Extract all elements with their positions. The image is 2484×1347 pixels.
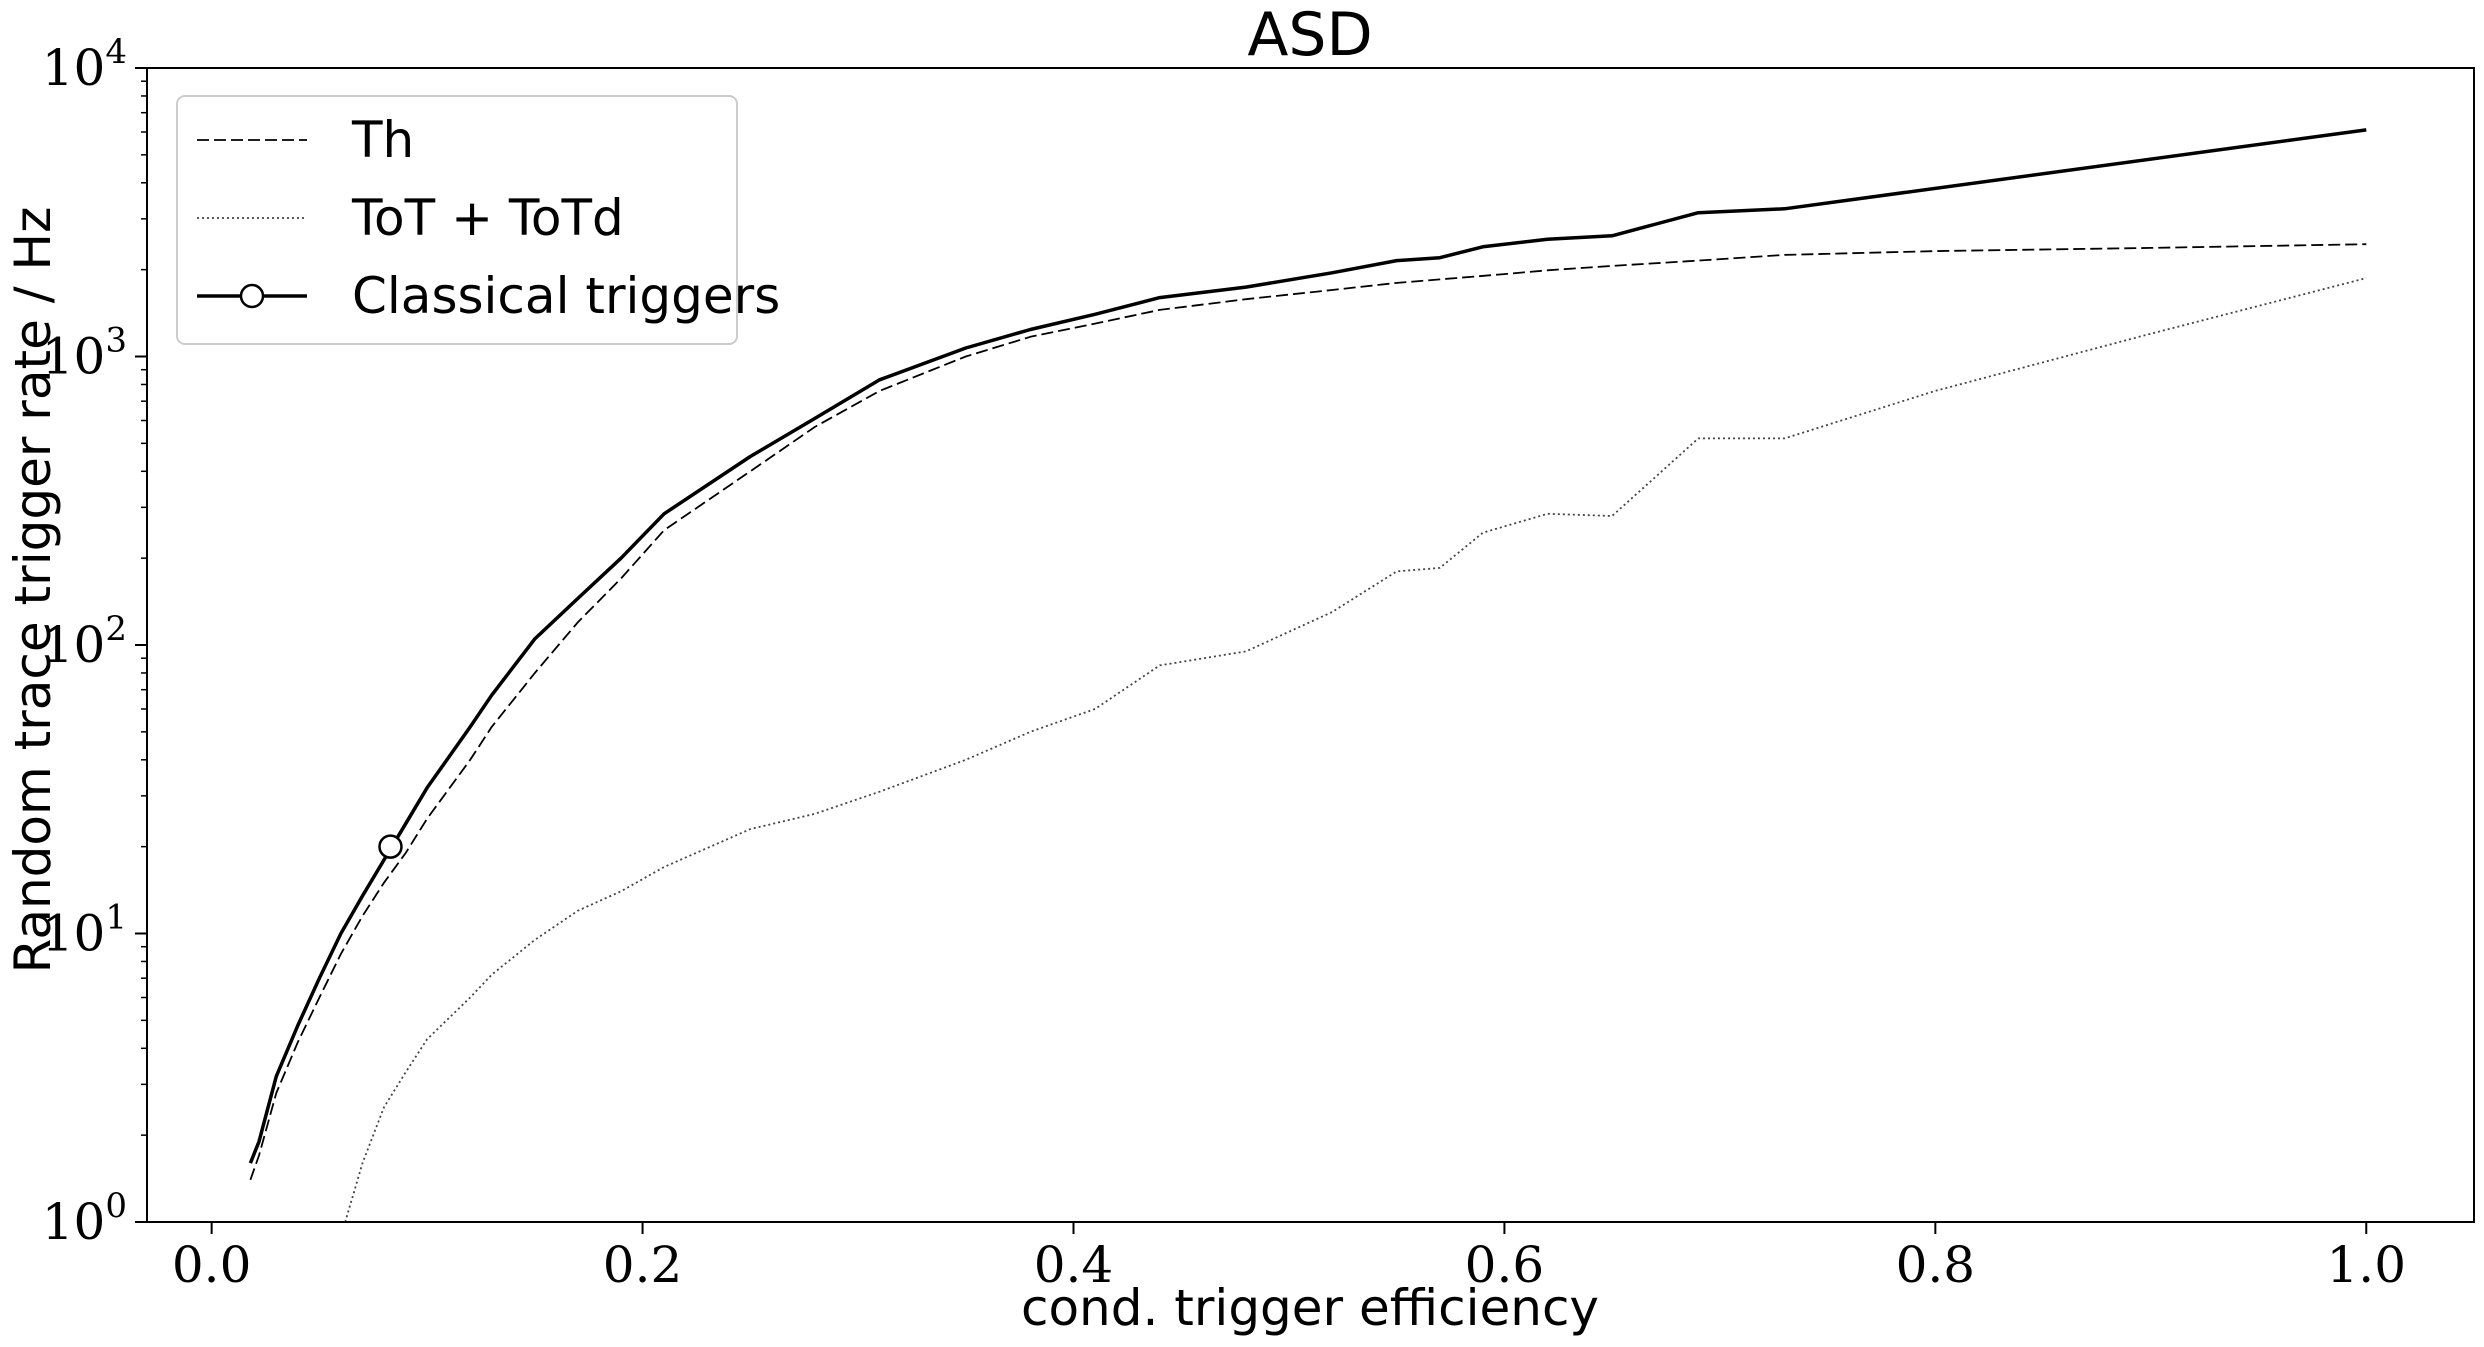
y-tick-label-0: 100 [42, 1186, 127, 1251]
legend: Th ToT + ToTd Classical triggers [176, 95, 780, 345]
y-tick-label-1: 101 [42, 898, 127, 963]
axes: 0.0 0.2 0.4 0.6 0.8 1.0 100 101 102 103 104 [42, 32, 2475, 1294]
x-tick-label-5: 1.0 [2327, 1236, 2407, 1294]
chart-title: ASD [1247, 0, 1372, 70]
y-tick-label-3: 103 [42, 321, 127, 386]
y-axis-label: Random trace trigger rate / Hz [4, 207, 62, 974]
legend-box [176, 95, 738, 345]
legend-label-0: Th [351, 111, 414, 169]
legend-label-1: ToT + ToTd [351, 189, 624, 247]
x-tick-label-2: 0.4 [1034, 1236, 1114, 1294]
series-line-0 [249, 243, 2367, 1181]
x-tick-label-0: 0.0 [172, 1236, 252, 1294]
series-line-2 [248, 128, 2367, 1164]
plot-area [248, 128, 2367, 1222]
x-tick-label-4: 0.8 [1896, 1236, 1976, 1294]
series-line-1 [344, 277, 2367, 1222]
x-axis-label: cond. trigger efficiency [1021, 1279, 1599, 1337]
legend-label-2: Classical triggers [352, 267, 780, 325]
legend-marker-2 [239, 283, 265, 309]
x-tick-label-1: 0.2 [603, 1236, 683, 1294]
data-point-marker-0 [378, 834, 403, 859]
y-tick-label-4: 104 [42, 32, 127, 97]
y-tick-label-2: 102 [42, 609, 127, 674]
x-tick-label-3: 0.6 [1465, 1236, 1545, 1294]
